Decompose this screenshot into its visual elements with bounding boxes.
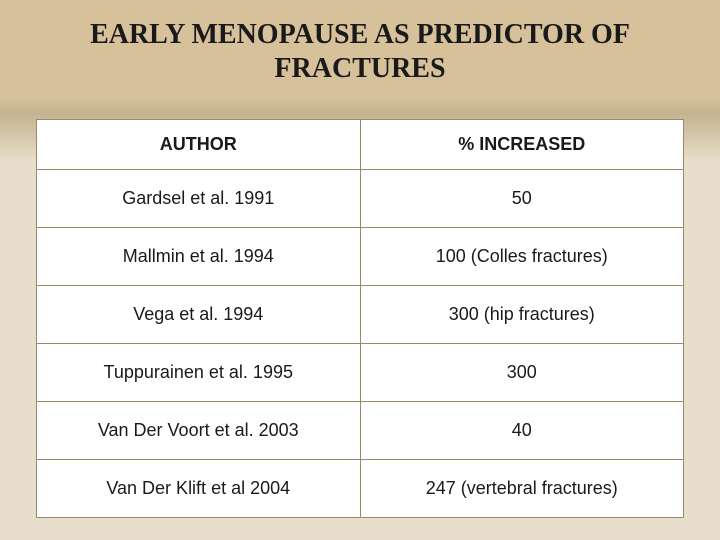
table-row: Tuppurainen et al. 1995 300 <box>37 344 684 402</box>
cell-value: 40 <box>360 402 684 460</box>
cell-value: 50 <box>360 170 684 228</box>
table-row: Van Der Klift et al 2004 247 (vertebral … <box>37 460 684 518</box>
slide-title: EARLY MENOPAUSE AS PREDICTOR OF FRACTURE… <box>20 18 700 85</box>
cell-value: 300 (hip fractures) <box>360 286 684 344</box>
cell-author: Van Der Klift et al 2004 <box>37 460 361 518</box>
cell-author: Tuppurainen et al. 1995 <box>37 344 361 402</box>
cell-value: 247 (vertebral fractures) <box>360 460 684 518</box>
table-row: Van Der Voort et al. 2003 40 <box>37 402 684 460</box>
table-row: Vega et al. 1994 300 (hip fractures) <box>37 286 684 344</box>
cell-value: 100 (Colles fractures) <box>360 228 684 286</box>
cell-author: Vega et al. 1994 <box>37 286 361 344</box>
table-header-row: AUTHOR % INCREASED <box>37 120 684 170</box>
table-row: Mallmin et al. 1994 100 (Colles fracture… <box>37 228 684 286</box>
fractures-table: AUTHOR % INCREASED Gardsel et al. 1991 5… <box>36 119 684 518</box>
cell-value: 300 <box>360 344 684 402</box>
cell-author: Gardsel et al. 1991 <box>37 170 361 228</box>
col-header-increased: % INCREASED <box>360 120 684 170</box>
table-row: Gardsel et al. 1991 50 <box>37 170 684 228</box>
col-header-author: AUTHOR <box>37 120 361 170</box>
table-container: AUTHOR % INCREASED Gardsel et al. 1991 5… <box>0 95 720 518</box>
cell-author: Van Der Voort et al. 2003 <box>37 402 361 460</box>
title-bar: EARLY MENOPAUSE AS PREDICTOR OF FRACTURE… <box>0 0 720 95</box>
cell-author: Mallmin et al. 1994 <box>37 228 361 286</box>
